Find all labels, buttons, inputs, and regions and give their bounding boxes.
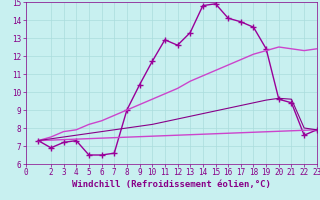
X-axis label: Windchill (Refroidissement éolien,°C): Windchill (Refroidissement éolien,°C) (72, 180, 271, 189)
